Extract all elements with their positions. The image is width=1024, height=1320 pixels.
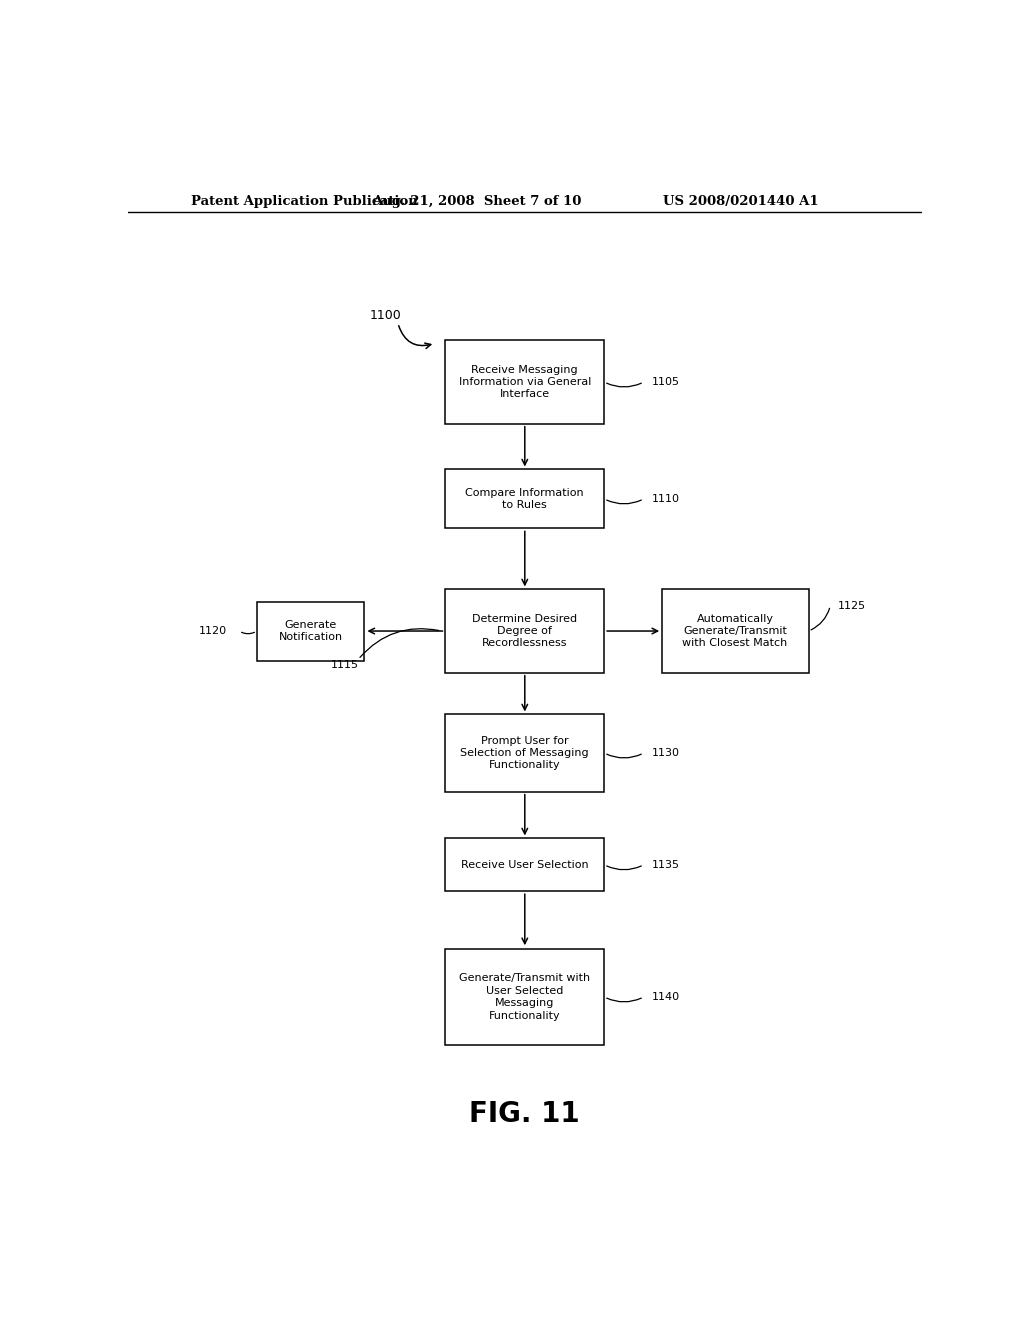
FancyBboxPatch shape bbox=[445, 714, 604, 792]
FancyBboxPatch shape bbox=[445, 949, 604, 1045]
Text: 1100: 1100 bbox=[370, 309, 401, 322]
Text: 1120: 1120 bbox=[199, 626, 227, 636]
Text: 1105: 1105 bbox=[652, 378, 680, 387]
Text: Compare Information
to Rules: Compare Information to Rules bbox=[466, 487, 584, 510]
FancyBboxPatch shape bbox=[445, 470, 604, 528]
Text: FIG. 11: FIG. 11 bbox=[469, 1100, 581, 1127]
FancyBboxPatch shape bbox=[445, 589, 604, 673]
Text: 1140: 1140 bbox=[652, 991, 680, 1002]
Text: 1135: 1135 bbox=[652, 859, 680, 870]
Text: Prompt User for
Selection of Messaging
Functionality: Prompt User for Selection of Messaging F… bbox=[461, 735, 589, 771]
Text: 1115: 1115 bbox=[331, 660, 358, 669]
FancyBboxPatch shape bbox=[445, 838, 604, 891]
Text: Determine Desired
Degree of
Recordlessness: Determine Desired Degree of Recordlessne… bbox=[472, 614, 578, 648]
Text: Automatically
Generate/Transmit
with Closest Match: Automatically Generate/Transmit with Clo… bbox=[682, 614, 787, 648]
Text: 1125: 1125 bbox=[839, 601, 866, 611]
Text: 1130: 1130 bbox=[652, 748, 680, 758]
Text: Aug. 21, 2008  Sheet 7 of 10: Aug. 21, 2008 Sheet 7 of 10 bbox=[373, 194, 582, 207]
Text: Receive User Selection: Receive User Selection bbox=[461, 859, 589, 870]
Text: Patent Application Publication: Patent Application Publication bbox=[191, 194, 418, 207]
Text: Receive Messaging
Information via General
Interface: Receive Messaging Information via Genera… bbox=[459, 364, 591, 400]
FancyBboxPatch shape bbox=[257, 602, 365, 660]
Text: Generate/Transmit with
User Selected
Messaging
Functionality: Generate/Transmit with User Selected Mes… bbox=[459, 973, 591, 1020]
Text: US 2008/0201440 A1: US 2008/0201440 A1 bbox=[663, 194, 818, 207]
FancyBboxPatch shape bbox=[445, 341, 604, 424]
Text: Generate
Notification: Generate Notification bbox=[279, 620, 343, 643]
FancyBboxPatch shape bbox=[662, 589, 809, 673]
Text: 1110: 1110 bbox=[652, 494, 680, 504]
